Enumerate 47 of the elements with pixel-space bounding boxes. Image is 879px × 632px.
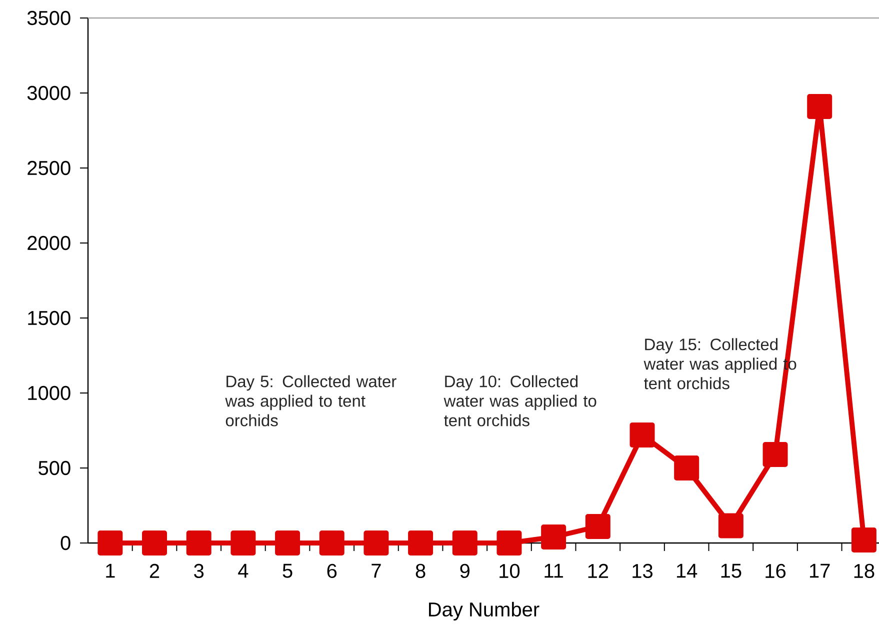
x-tick-label: 12 xyxy=(588,564,608,578)
point xyxy=(275,530,300,556)
x-tick-label: 1 xyxy=(106,564,115,578)
x-tick-label: 2 xyxy=(150,564,160,578)
y-tick-label: 3500 xyxy=(27,10,70,26)
x-tick-label: 14 xyxy=(676,564,698,578)
x-tick-label: 6 xyxy=(327,564,337,578)
x-tick-label: 5 xyxy=(282,564,292,578)
y-tick-label: 1500 xyxy=(28,310,70,326)
annotation: Day 5: Collected water was applied to tent orchids xyxy=(225,375,396,426)
point xyxy=(851,528,876,552)
x-tick-label: 17 xyxy=(810,564,830,578)
point xyxy=(585,514,610,539)
y-tick-label: 2000 xyxy=(28,236,70,250)
x-axis-title: Day Number xyxy=(429,602,540,621)
point xyxy=(541,524,566,550)
x-tick-label: 7 xyxy=(372,564,381,578)
y-tick-label: 3000 xyxy=(27,86,70,100)
x-tick-label: 9 xyxy=(460,564,470,578)
point xyxy=(319,530,344,556)
point xyxy=(496,530,522,556)
x-tick-label: 18 xyxy=(854,564,874,578)
x-tick-label: 15 xyxy=(721,564,742,578)
y-tick-label: 1000 xyxy=(28,386,70,400)
x-tick-label: 11 xyxy=(544,564,563,578)
point xyxy=(762,442,788,467)
point xyxy=(230,530,256,556)
point xyxy=(452,530,478,556)
point xyxy=(718,513,744,538)
point xyxy=(807,94,832,119)
x-tick-label: 4 xyxy=(238,564,248,578)
x-tick-label: 16 xyxy=(766,564,786,578)
x-tick-label: 10 xyxy=(500,564,520,578)
point xyxy=(186,530,212,556)
point xyxy=(630,422,655,448)
x-tick-label: 3 xyxy=(194,564,204,578)
point xyxy=(408,530,434,556)
y-tick-label: 500 xyxy=(38,460,70,476)
y-tick-label: 2500 xyxy=(28,160,70,176)
annotation: Day 10: Collected water was applied to tent orchids xyxy=(444,375,596,426)
x-tick-label: 13 xyxy=(632,564,652,578)
point xyxy=(674,456,700,480)
point xyxy=(142,530,168,556)
point xyxy=(364,530,389,556)
x-tick-label: 8 xyxy=(416,564,426,578)
point xyxy=(98,530,123,556)
y-tick-label: 0 xyxy=(60,536,70,550)
